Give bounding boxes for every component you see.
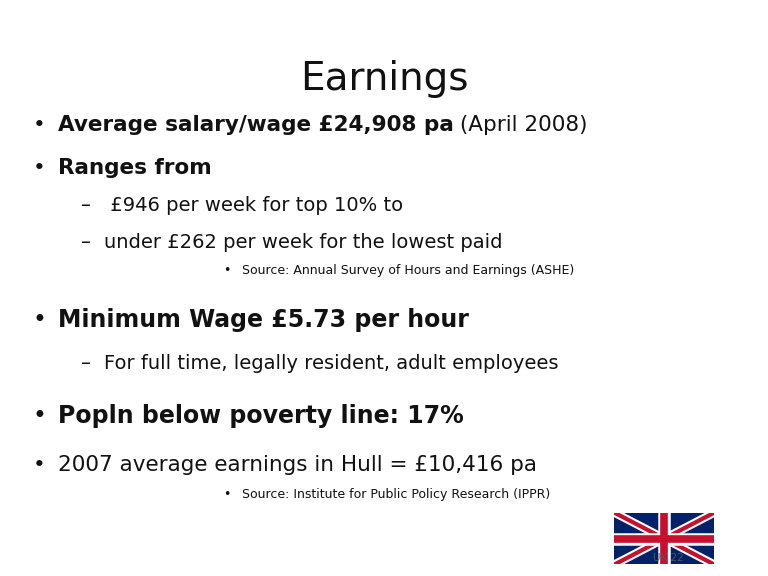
- Text: under £262 per week for the lowest paid: under £262 per week for the lowest paid: [104, 233, 502, 252]
- Text: –: –: [81, 196, 91, 215]
- Text: •: •: [223, 264, 230, 277]
- Text: 2007 average earnings in Hull = £10,416 pa: 2007 average earnings in Hull = £10,416 …: [58, 455, 537, 475]
- Text: £946 per week for top 10% to: £946 per week for top 10% to: [104, 196, 402, 215]
- Text: (April 2008): (April 2008): [453, 115, 588, 135]
- Text: Ranges from: Ranges from: [58, 158, 211, 178]
- Text: Popln below poverty line: 17%: Popln below poverty line: 17%: [58, 404, 463, 428]
- Text: Source: Annual Survey of Hours and Earnings (ASHE): Source: Annual Survey of Hours and Earni…: [242, 264, 574, 277]
- Text: •: •: [223, 488, 230, 501]
- Text: –: –: [81, 354, 91, 373]
- Text: Earnings: Earnings: [300, 60, 468, 98]
- Text: •: •: [32, 308, 46, 332]
- Text: For full time, legally resident, adult employees: For full time, legally resident, adult e…: [104, 354, 558, 373]
- Text: •: •: [32, 115, 45, 135]
- Text: Source: Institute for Public Policy Research (IPPR): Source: Institute for Public Policy Rese…: [242, 488, 550, 501]
- Text: UK 22: UK 22: [653, 554, 684, 563]
- Text: •: •: [32, 404, 46, 428]
- Text: •: •: [32, 455, 45, 475]
- Text: –: –: [81, 233, 91, 252]
- Text: Minimum Wage £5.73 per hour: Minimum Wage £5.73 per hour: [58, 308, 468, 332]
- Text: Average salary/wage £24,908 pa: Average salary/wage £24,908 pa: [58, 115, 453, 135]
- Text: •: •: [32, 158, 45, 178]
